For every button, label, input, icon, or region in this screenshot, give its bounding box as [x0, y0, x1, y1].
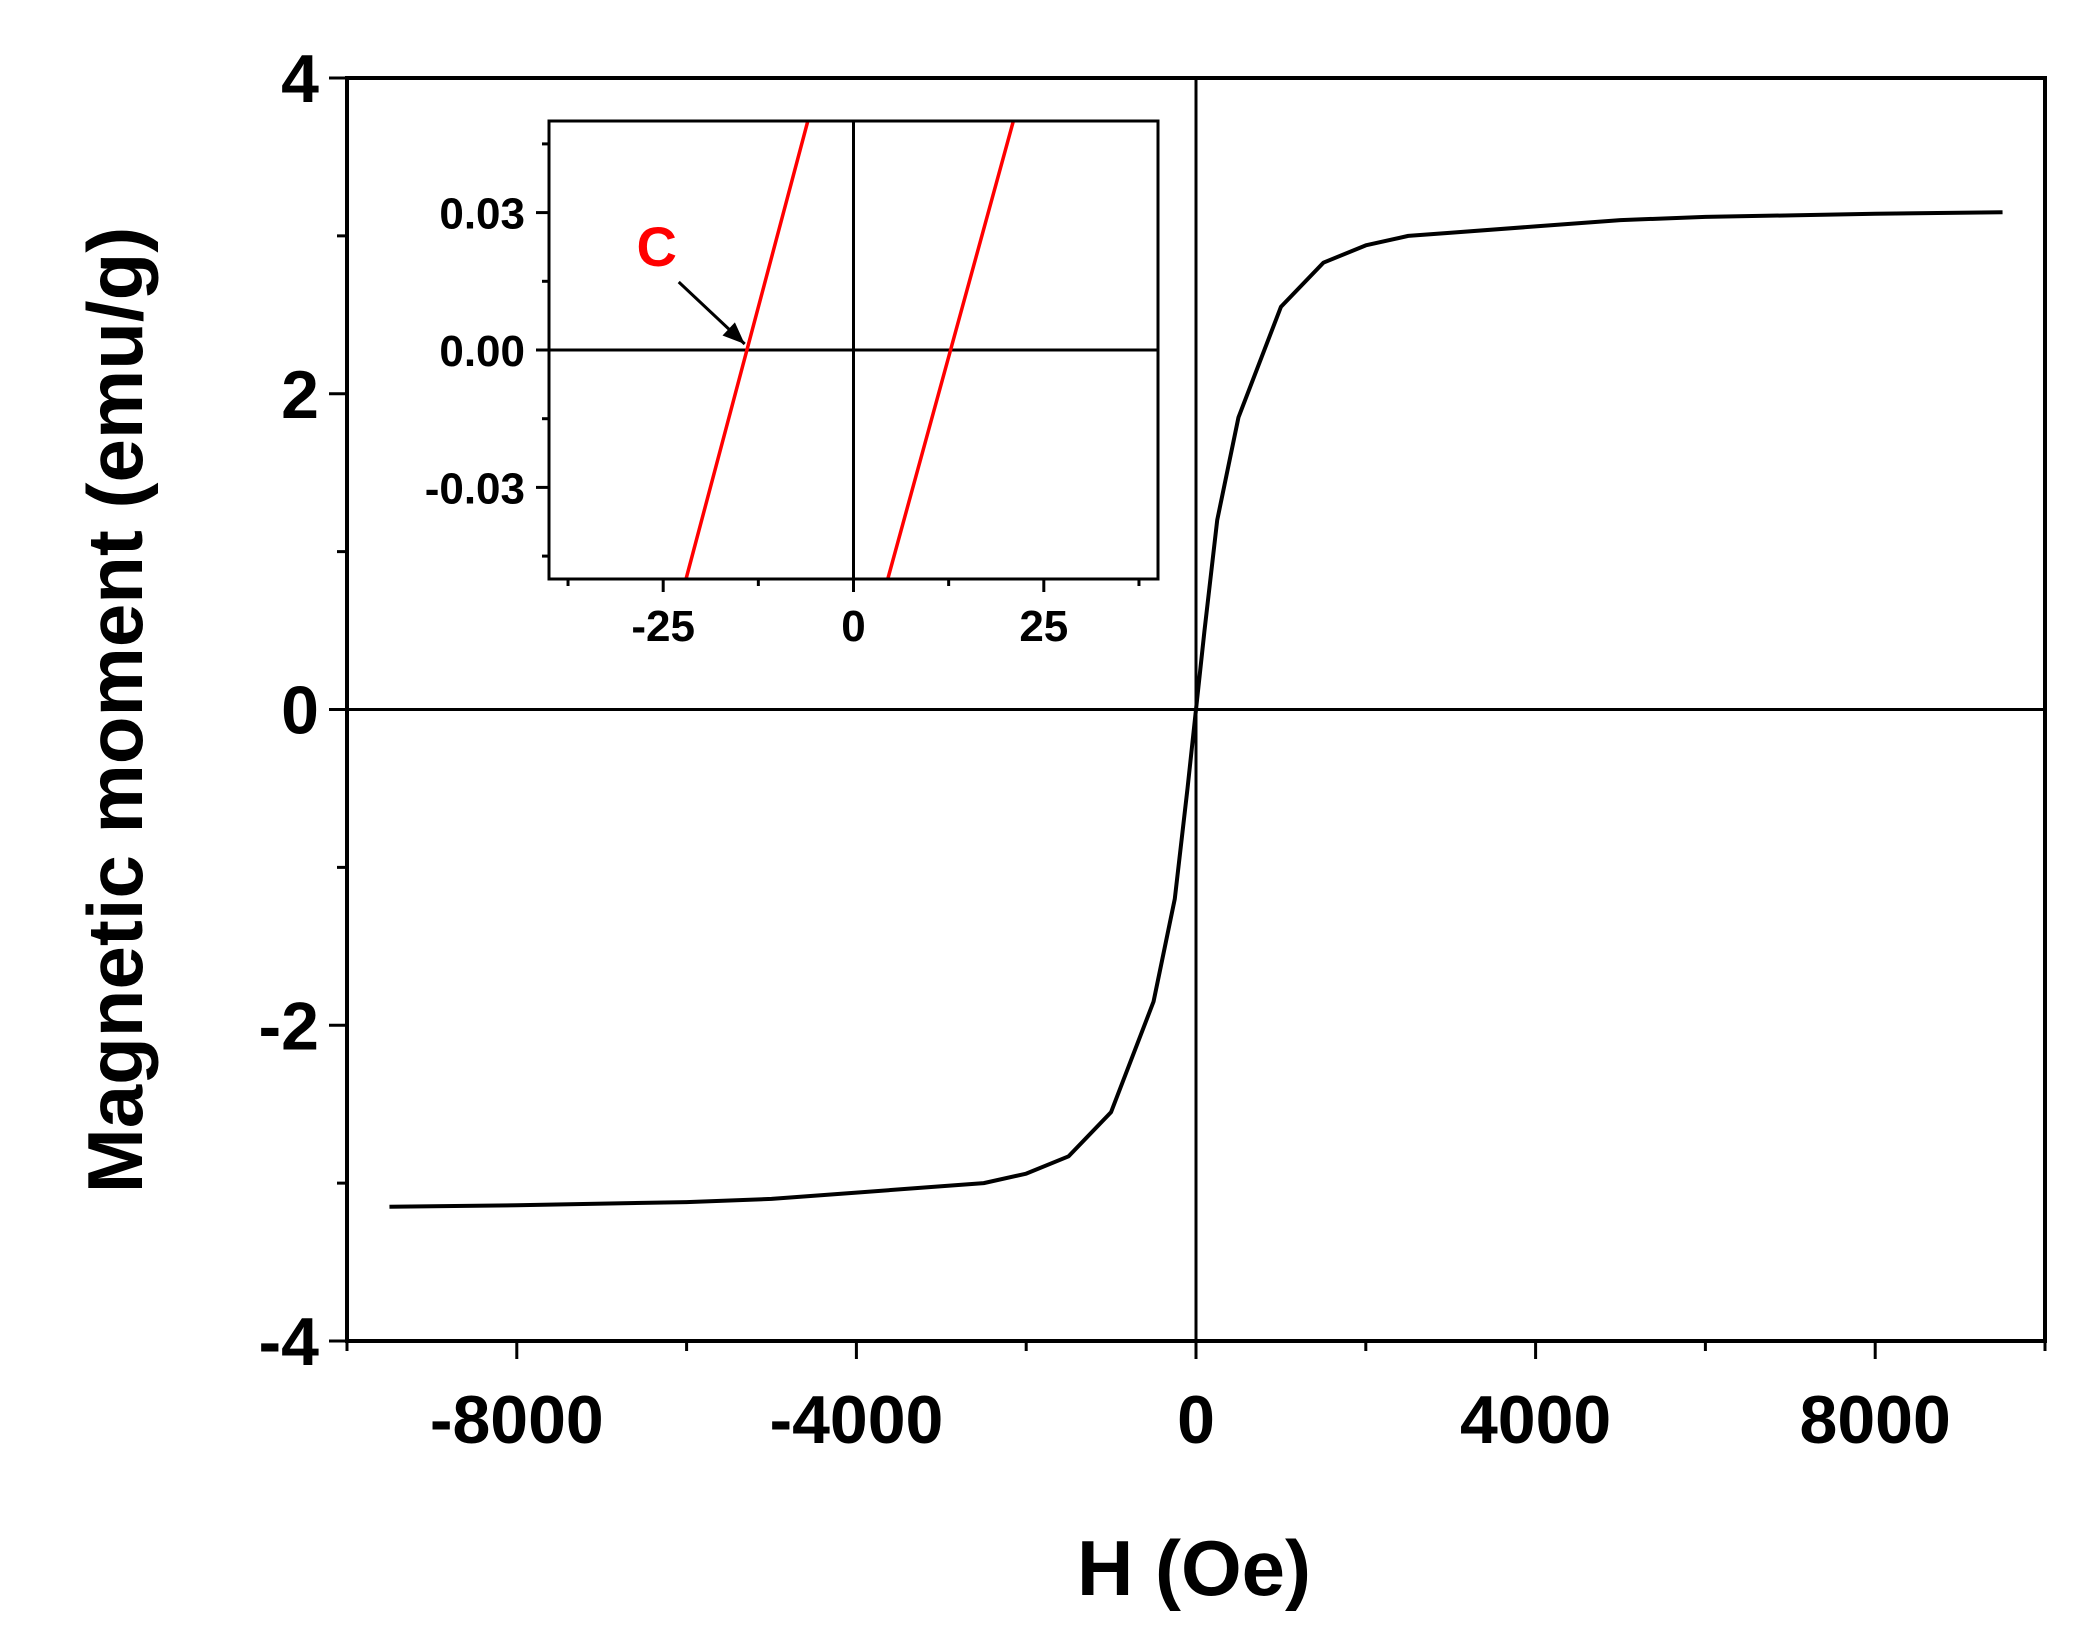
inset-y-tick-label: 0.03 — [439, 190, 525, 239]
main-y-tick-label: 0 — [281, 673, 319, 749]
inset-ticks — [536, 142, 1141, 592]
inset-annotation-arrowhead — [722, 322, 745, 344]
main-series-line — [389, 210, 2003, 1209]
inset-y-tick-label: -0.03 — [425, 464, 525, 513]
inset-series-line — [886, 120, 1016, 580]
main-y-tick-label: 4 — [281, 41, 319, 117]
inset-annotation-label: C — [637, 215, 677, 278]
inset-x-tick-labels: -25 0 25 — [631, 602, 1068, 651]
inset-y-tick-labels: -0.03 0.00 0.03 — [425, 190, 525, 514]
inset-plot: -25 0 25 -0.03 0.00 0.03 C — [425, 119, 1160, 651]
main-x-tick-label: 8000 — [1800, 1382, 1951, 1458]
main-x-tick-label: 4000 — [1460, 1382, 1611, 1458]
inset-x-tick-label: 0 — [841, 602, 865, 651]
main-series — [389, 210, 2003, 1209]
y-axis-title: Magnetic moment (emu/g) — [71, 227, 159, 1193]
inset-x-tick-label: 25 — [1019, 602, 1068, 651]
main-y-tick-labels: -4 -2 0 2 4 — [259, 41, 320, 1380]
inset-y-tick-label: 0.00 — [439, 327, 525, 376]
main-x-tick-label: -4000 — [769, 1382, 943, 1458]
inset-x-tick-label: -25 — [631, 602, 695, 651]
inset-zero-lines — [549, 121, 1158, 579]
x-axis-title: H (Oe) — [1077, 1524, 1311, 1612]
main-x-tick-label: -8000 — [430, 1382, 604, 1458]
inset-series-line — [684, 120, 810, 580]
inset-annotations: C — [637, 215, 746, 346]
main-plot: -8000 -4000 0 4000 8000 -4 -2 0 2 4 — [259, 41, 2047, 1458]
main-y-tick-label: -2 — [259, 988, 319, 1064]
main-y-tick-label: 2 — [281, 357, 319, 433]
main-x-tick-labels: -8000 -4000 0 4000 8000 — [430, 1382, 1951, 1458]
main-ticks — [329, 76, 2047, 1359]
inset-series — [684, 120, 1016, 580]
main-x-tick-label: 0 — [1177, 1382, 1215, 1458]
main-y-tick-label: -4 — [259, 1304, 320, 1380]
